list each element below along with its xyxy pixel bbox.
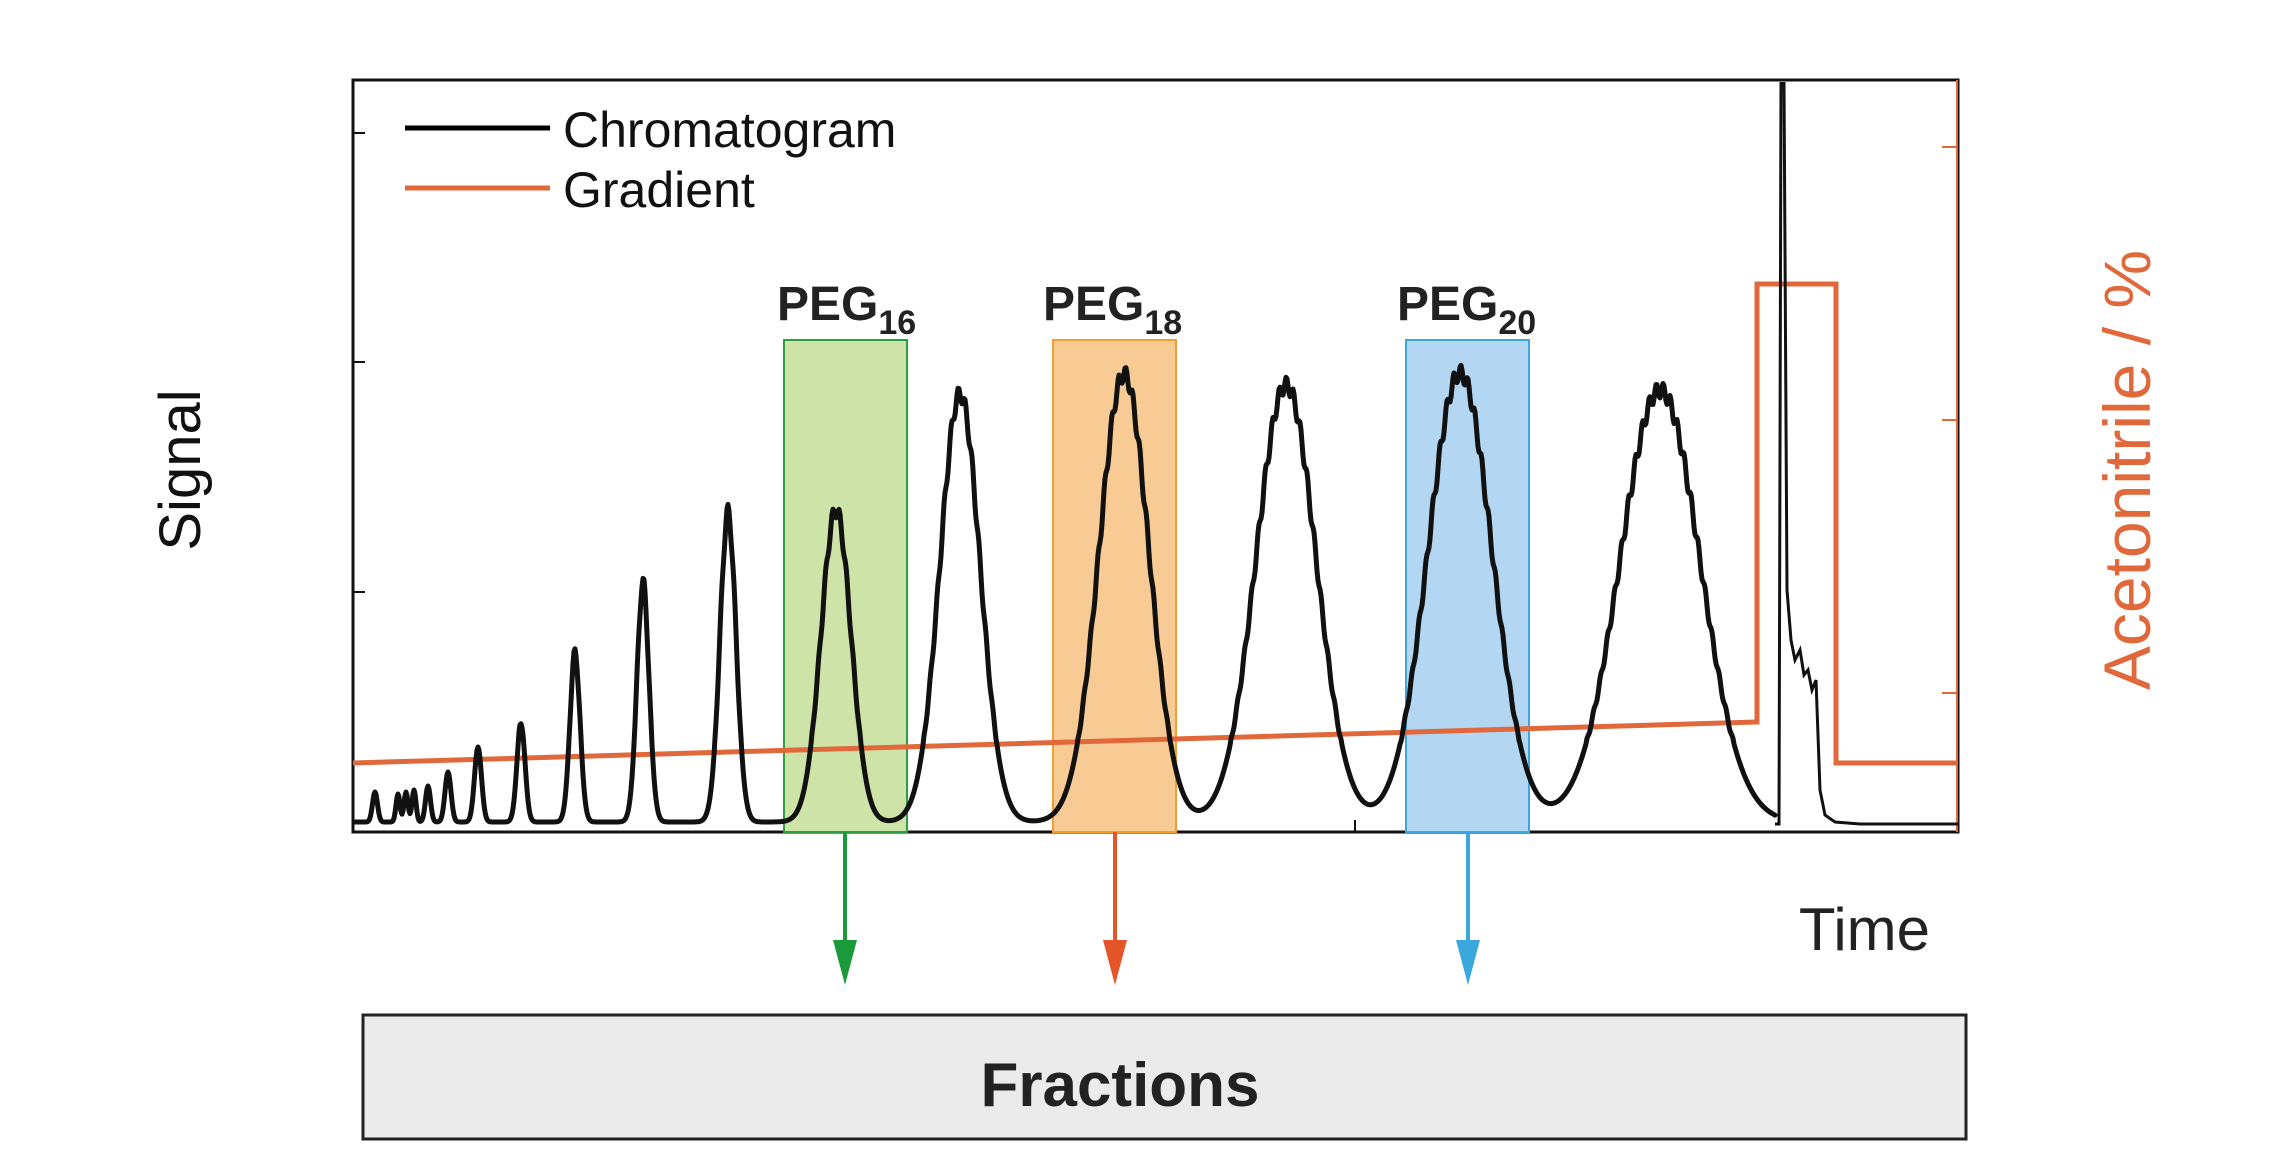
fractions-box (361, 1013, 1968, 1141)
fraction-window-peg20 (1405, 339, 1530, 833)
arrow-peg20 (1456, 832, 1480, 985)
chromatogram-trace (352, 362, 1778, 825)
legend-label-chromatogram: Chromatogram (563, 102, 896, 158)
arrow-head-icon (1103, 940, 1127, 985)
fraction-window-peg18 (1052, 339, 1177, 833)
fractions-box-label: Fractions (980, 1051, 1259, 1120)
y-axis-label-acetonitrile: Acetonitrile / % (2090, 250, 2164, 690)
arrow-peg16 (833, 832, 857, 985)
fraction-label-subscript: 16 (878, 304, 916, 342)
solvent-front-peak (1775, 81, 1958, 826)
right-axis-ticks (1942, 146, 1958, 694)
y-axis-label-signal: Signal (148, 389, 213, 550)
fraction-label-base: PEG (777, 278, 878, 331)
arrow-peg18 (1103, 832, 1127, 985)
fraction-label-base: PEG (1397, 278, 1498, 331)
fraction-label-subscript: 18 (1144, 304, 1182, 342)
arrow-head-icon (1456, 940, 1480, 985)
fraction-label-subscript: 20 (1498, 304, 1536, 342)
fraction-label-peg18: PEG18 (1043, 278, 1182, 342)
legend-label-gradient: Gradient (563, 162, 755, 218)
gradient-line (352, 281, 1958, 766)
x-axis-label-time: Time (1799, 896, 1930, 963)
left-axis-ticks (353, 132, 365, 593)
fraction-label-base: PEG (1043, 278, 1144, 331)
fraction-label-peg20: PEG20 (1397, 278, 1536, 342)
arrow-head-icon (833, 940, 857, 985)
legend: Chromatogram Gradient (405, 102, 896, 218)
fraction-label-peg16: PEG16 (777, 278, 916, 342)
